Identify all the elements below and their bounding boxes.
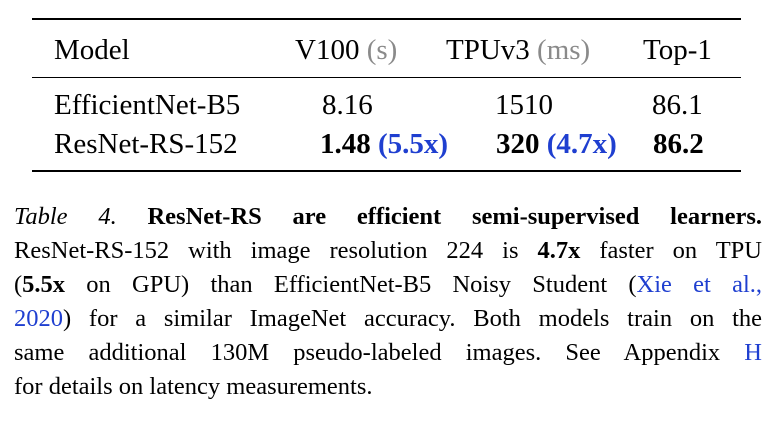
caption-line2-a: ResNet-RS-152 with image resolution 224 … <box>14 237 519 264</box>
header-top1: Top-1 <box>643 34 712 66</box>
header-model: Model <box>54 34 130 66</box>
caption-line5: same additional 130M pseudo-labeled imag… <box>14 339 721 366</box>
header-tpu-unit: (ms) <box>537 34 591 66</box>
caption-line-1: Table 4. ResNet-RS are efficient semi-su… <box>14 202 762 232</box>
appendix-link-h[interactable]: H <box>744 339 762 366</box>
caption-line-3: (5.5x on GPU) than EfficientNet-B5 Noisy… <box>14 270 762 300</box>
citation-link-xie[interactable]: Xie et al., <box>636 271 762 298</box>
row-efficientnet-top1: 86.1 <box>652 89 703 121</box>
row-resnet-tpu-value: 320 <box>496 128 540 160</box>
caption-label: Table 4. <box>14 203 117 230</box>
row-efficientnet-model: EfficientNet-B5 <box>54 89 241 121</box>
row-resnet-top1: 86.2 <box>653 128 704 160</box>
header-tpu-label: TPUv3 <box>446 34 530 66</box>
header-v100-unit: (s) <box>366 34 398 66</box>
citation-link-2020[interactable]: 2020 <box>14 305 63 332</box>
caption-title: ResNet-RS are efficient semi-supervised … <box>147 203 763 230</box>
caption-line4-b: ) for a similar ImageNet accuracy. Both … <box>63 305 762 332</box>
header-tpu: TPUv3 (ms) <box>446 33 590 67</box>
caption-line2-c: faster on TPU <box>599 237 762 264</box>
row-efficientnet-v100: 8.16 <box>322 89 373 121</box>
row-resnet-v100: 1.48 (5.5x) <box>320 127 448 161</box>
caption-line3-b: 5.5x <box>22 271 66 298</box>
header-v100-label: V100 <box>295 34 360 66</box>
caption-line-6: for details on latency measurements. <box>14 373 373 400</box>
caption-line-2: ResNet-RS-152 with image resolution 224 … <box>14 236 762 266</box>
row-resnet-tpu: 320 (4.7x) <box>496 127 617 161</box>
caption-line-5: same additional 130M pseudo-labeled imag… <box>14 338 762 368</box>
table-top-rule <box>32 18 741 20</box>
caption-line-4: 2020) for a similar ImageNet accuracy. B… <box>14 304 762 334</box>
row-efficientnet-tpu: 1510 <box>495 89 553 121</box>
caption-line3-a: ( <box>14 271 23 298</box>
caption-line3-c: on GPU) than EfficientNet-B5 Noisy Stude… <box>86 271 637 298</box>
caption-line2-b: 4.7x <box>537 237 581 264</box>
header-v100: V100 (s) <box>295 33 397 67</box>
row-resnet-model: ResNet-RS-152 <box>54 128 238 160</box>
table-header-rule <box>32 77 741 78</box>
table-bottom-rule <box>32 170 741 172</box>
row-resnet-v100-speedup: (5.5x) <box>378 128 449 160</box>
row-resnet-v100-value: 1.48 <box>320 128 371 160</box>
row-resnet-tpu-speedup: (4.7x) <box>546 128 617 160</box>
